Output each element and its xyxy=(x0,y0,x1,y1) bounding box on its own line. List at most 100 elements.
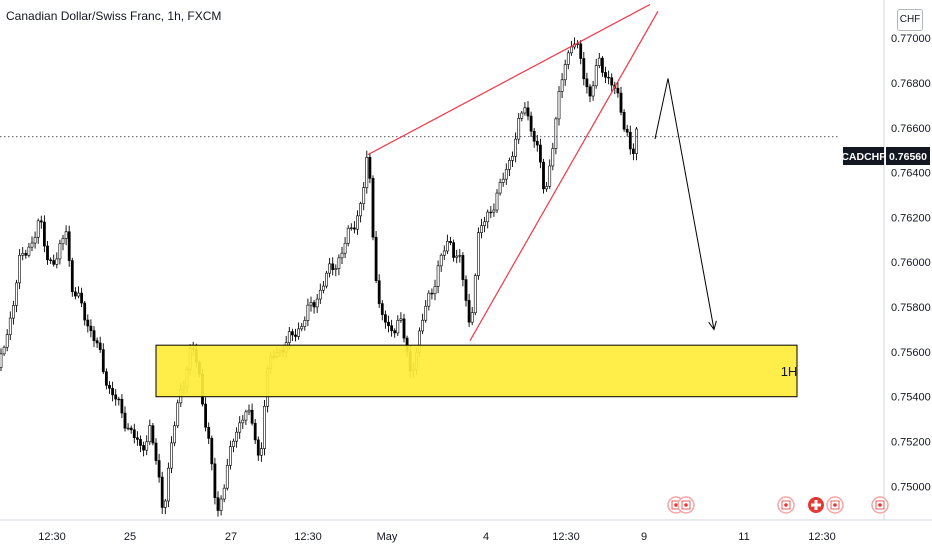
candle-body xyxy=(480,225,483,233)
candle-body xyxy=(476,232,480,276)
candle-body xyxy=(560,79,564,92)
candle-body xyxy=(318,289,322,300)
candle-body xyxy=(36,220,40,238)
projection-arrow-path[interactable] xyxy=(654,78,715,330)
candle-body xyxy=(507,160,511,170)
time-tick-label: 12:30 xyxy=(808,531,836,543)
support-zone[interactable] xyxy=(155,344,798,398)
candle-body xyxy=(170,442,173,469)
candle-body xyxy=(154,442,158,461)
candle-body xyxy=(473,275,477,314)
arrow-head-icon xyxy=(708,320,717,331)
candle-body xyxy=(498,182,502,194)
rising-wedge-lower-trendline[interactable] xyxy=(469,10,659,341)
candle-body xyxy=(343,242,347,254)
candle-body xyxy=(287,331,291,343)
candle-body xyxy=(213,463,217,499)
candle-body xyxy=(458,255,462,257)
candle-body xyxy=(39,220,43,223)
candle-body xyxy=(635,128,638,154)
candle-body xyxy=(30,242,34,248)
candle-body xyxy=(325,272,328,287)
candle-body xyxy=(18,254,22,284)
candle-body xyxy=(219,498,223,511)
price-tick-label: 0.75800 xyxy=(891,302,931,314)
price-scale[interactable]: 0.77000 0.76800 0.76600 0.76400 0.76200 0.760… xyxy=(891,33,931,493)
candle-body xyxy=(67,231,71,261)
candle-body xyxy=(24,253,28,256)
candle-body xyxy=(600,57,604,73)
candle-body xyxy=(529,115,533,132)
candle-body xyxy=(157,460,161,478)
candle-body xyxy=(5,334,9,348)
candle-body xyxy=(64,231,68,239)
candle-body xyxy=(377,280,381,304)
candle-body xyxy=(532,130,536,142)
time-scale[interactable]: 12:30 25 27 12:30 May 4 12:30 9 11 12:30 xyxy=(38,531,836,543)
candle-body xyxy=(340,252,344,259)
candle-body xyxy=(483,221,487,226)
candle-body xyxy=(588,86,592,97)
candle-body xyxy=(582,58,586,80)
time-tick-label: 25 xyxy=(124,531,136,543)
chart-title: Canadian Dollar/Swiss Franc, 1h, FXCM xyxy=(6,9,222,23)
candle-body xyxy=(163,500,167,508)
candle-body xyxy=(380,303,384,315)
currency-button[interactable]: CHF xyxy=(897,9,923,31)
canada-flag-icon[interactable] xyxy=(677,496,695,514)
candle-body xyxy=(27,246,31,256)
candle-body xyxy=(356,215,359,230)
candle-body xyxy=(80,292,84,304)
candle-body xyxy=(70,260,74,293)
candle-body xyxy=(569,46,573,54)
time-tick-label: 12:30 xyxy=(38,531,66,543)
canada-flag-icon[interactable] xyxy=(777,496,795,514)
candle-body xyxy=(470,312,474,323)
candle-body xyxy=(294,334,297,337)
candle-body xyxy=(433,286,437,295)
candle-body xyxy=(424,305,428,321)
canada-flag-icon[interactable] xyxy=(871,496,889,514)
price-tick-label: 0.75600 xyxy=(891,347,931,359)
swiss-flag-icon[interactable] xyxy=(808,497,824,513)
candle-body xyxy=(374,236,378,281)
time-tick-label: 11 xyxy=(738,531,749,543)
candle-body xyxy=(315,298,319,308)
candle-body xyxy=(591,85,595,97)
candle-body xyxy=(225,465,229,489)
candle-body xyxy=(352,227,356,230)
candle-body xyxy=(222,487,226,500)
rising-wedge-upper-trendline[interactable] xyxy=(367,3,651,156)
candle-body xyxy=(387,321,390,326)
candle-body xyxy=(216,497,220,511)
candle-body xyxy=(535,140,539,146)
candle-body xyxy=(21,253,25,256)
candle-body xyxy=(114,394,118,400)
candle-body xyxy=(585,78,589,88)
candle-body xyxy=(467,300,471,323)
candle-body xyxy=(523,107,527,114)
candle-body xyxy=(46,245,49,261)
candle-body xyxy=(126,427,130,430)
candle-body xyxy=(625,128,629,133)
time-tick-label: 4 xyxy=(483,531,489,543)
candle-body xyxy=(631,148,635,154)
time-tick-label: May xyxy=(377,531,398,543)
candle-body xyxy=(514,138,518,157)
canada-flag-icon[interactable] xyxy=(826,496,844,514)
candle-body xyxy=(238,422,242,433)
candle-body xyxy=(362,187,366,204)
candle-body xyxy=(427,292,431,307)
time-tick-label: 12:30 xyxy=(294,531,322,543)
candle-body xyxy=(247,409,251,413)
candle-body xyxy=(321,285,325,291)
candle-body xyxy=(167,467,170,502)
candle-body xyxy=(421,319,425,332)
candle-body xyxy=(579,43,583,59)
candle-body xyxy=(393,330,397,334)
candle-body xyxy=(83,302,87,321)
candle-body xyxy=(61,238,65,245)
candle-body xyxy=(8,317,12,335)
candle-body xyxy=(548,165,552,187)
